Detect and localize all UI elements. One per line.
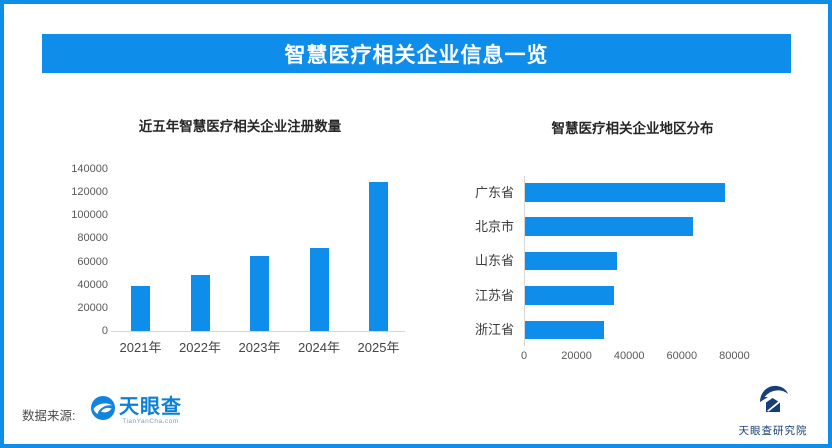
x-tick-label: 40000 xyxy=(613,350,645,362)
x-tick-label: 2021年 xyxy=(119,340,162,355)
bar xyxy=(525,183,725,202)
research-institute-logo: 天眼查研究院 xyxy=(730,381,816,438)
tianyancha-logo-url: TianYanCha.com xyxy=(122,417,179,425)
y-tick-label: 40000 xyxy=(77,278,108,291)
y-tick-label: 100000 xyxy=(71,209,108,222)
tianyancha-logo: 天眼查 TianYanCha.com xyxy=(90,395,182,426)
bar xyxy=(525,251,617,271)
x-tick-label: 2025年 xyxy=(357,340,400,355)
y-tick-label: 0 xyxy=(101,325,108,337)
research-institute-name: 天眼查研究院 xyxy=(738,425,808,437)
x-tick-label: 2022年 xyxy=(179,340,221,355)
y-tick-label: 20000 xyxy=(77,301,108,314)
tianyancha-logo-text-block: 天眼查 TianYanCha.com xyxy=(119,395,182,425)
bar xyxy=(525,320,604,340)
bar xyxy=(131,286,150,331)
bar xyxy=(525,286,614,305)
category-label: 江苏省 xyxy=(474,287,514,303)
right-chart-title: 智慧医疗相关企业地区分布 xyxy=(551,121,714,136)
bar xyxy=(525,217,693,236)
x-tick-label: 2023年 xyxy=(238,340,281,355)
x-tick-label: 2024年 xyxy=(298,340,340,355)
bar xyxy=(309,248,329,331)
title-banner: 智慧医疗相关企业信息一览 xyxy=(42,34,791,73)
left-chart-title: 近五年智慧医疗相关企业注册数量 xyxy=(138,119,342,134)
y-tick-label: 120000 xyxy=(71,186,108,199)
category-label: 广东省 xyxy=(474,184,514,200)
page-title: 智慧医疗相关企业信息一览 xyxy=(284,43,549,67)
y-tick-label: 60000 xyxy=(77,255,108,268)
category-label: 浙江省 xyxy=(474,322,514,338)
bar xyxy=(250,256,269,331)
y-axis-line xyxy=(524,176,525,346)
bar xyxy=(369,182,388,331)
tianyancha-research-icon xyxy=(754,381,792,422)
bar xyxy=(190,275,210,331)
x-axis-line xyxy=(111,331,405,332)
y-tick-label: 140000 xyxy=(71,163,108,175)
x-tick-label: 80000 xyxy=(719,350,750,362)
data-source-label: 数据来源: xyxy=(22,409,76,423)
x-tick-label: 0 xyxy=(520,350,528,362)
category-label: 北京市 xyxy=(474,218,514,234)
x-tick-label: 20000 xyxy=(561,350,592,362)
x-tick-label: 60000 xyxy=(666,350,698,362)
category-label: 山东省 xyxy=(474,253,514,269)
y-tick-label: 80000 xyxy=(77,232,108,245)
tianyancha-eye-icon xyxy=(90,395,116,426)
tianyancha-logo-name: 天眼查 xyxy=(119,395,182,418)
